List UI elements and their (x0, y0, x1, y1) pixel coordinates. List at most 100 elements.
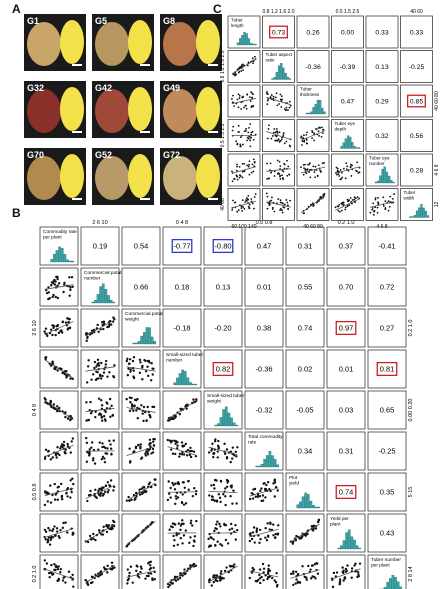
panel-b-cell (203, 308, 243, 348)
panel-c-scatter-point (245, 107, 248, 110)
panel-c-scatter-point (237, 93, 240, 96)
panel-c-scatter-point (239, 145, 242, 147)
panel-b-scatter-point (357, 573, 360, 576)
panel-b-correlation-value: -0.32 (255, 406, 272, 415)
panel-c-scatter-point (305, 172, 308, 175)
panel-b-scatter-point (265, 483, 268, 487)
panel-b-scatter-point (106, 571, 109, 574)
panel-c-scatter-point (249, 139, 252, 142)
panel-b-scatter-point (106, 375, 109, 378)
panel-b-scatter-point (292, 572, 295, 575)
panel-c-hist-bar (254, 43, 257, 46)
panel-b-scatter-point (102, 486, 105, 489)
panel-b-scatter-point (146, 359, 150, 363)
panel-c-scatter-point (285, 106, 288, 109)
panel-b-scatter-point (45, 288, 48, 292)
panel-b-scatter-point (106, 402, 109, 405)
panel-c-hist-bar (280, 63, 283, 80)
panel-b-scatter-point (207, 451, 211, 454)
panel-b-scatter-point (133, 398, 137, 402)
tuber-photo-g8: G8 (160, 14, 222, 71)
panel-b-scatter-point (138, 493, 142, 496)
panel-b-scatter-point (57, 565, 60, 568)
panel-b-trend-line (85, 319, 115, 337)
panel-b-scatter-point (98, 529, 101, 532)
panel-b-scatter-point (59, 568, 62, 571)
panel-b-scatter-point (181, 493, 184, 496)
panel-b-hist-bar (306, 494, 310, 509)
panel-b-cell (244, 226, 284, 266)
panel-c-scatter-point (249, 100, 252, 102)
panel-b-scatter-point (264, 489, 267, 492)
panel-b-scatter-point (192, 544, 195, 548)
panel-b-scatter-point (250, 571, 254, 574)
panel-b-hist-bar (342, 540, 346, 550)
genotype-label: G5 (95, 16, 108, 26)
panel-c-scatter-point (311, 131, 314, 134)
panel-c-scatter-point (246, 93, 249, 96)
panel-b-hist-bar (55, 250, 59, 263)
panel-b-scatter-point (140, 567, 143, 570)
panel-c-bottom-tick: 40 60 80 (303, 224, 323, 230)
panel-c-scatter-point (276, 139, 279, 142)
panel-c-scatter-point (244, 201, 246, 203)
panel-c-scatter-point (245, 199, 247, 201)
panel-c-trend-line (300, 130, 326, 141)
panel-c-scatter-point (247, 137, 250, 140)
panel-b-scatter-point (174, 502, 177, 506)
panel-b-scatter-point (230, 527, 234, 530)
panel-c-scatter-point (279, 139, 282, 142)
panel-b-hist-bar (340, 545, 343, 550)
panel-b-correlation-value: 0.72 (380, 283, 395, 292)
panel-b-cell (326, 308, 366, 348)
panel-b-correlation-value: 0.82 (216, 365, 231, 374)
panel-b-scatter-point (216, 579, 219, 583)
panel-c-scatter-point (372, 202, 375, 205)
panel-c-scatter-point (248, 160, 251, 163)
panel-b-correlation-value: 0.70 (339, 283, 354, 292)
panel-c-scatter-point (241, 199, 244, 202)
panel-b-correlation-value: -0.80 (214, 242, 231, 251)
panel-c-hist-bar (239, 38, 242, 46)
panel-b-hist-bar (391, 575, 395, 589)
panel-b-scatter-point (126, 582, 129, 585)
panel-b-scatter-point (149, 379, 153, 382)
panel-b-trend-line (44, 444, 74, 458)
panel-b-scatter-point (168, 528, 171, 531)
panel-b-scatter-point (100, 399, 103, 402)
panel-c-scatter-point (231, 170, 233, 173)
panel-c-scatter-point (266, 90, 268, 93)
panel-b-scatter-point (172, 534, 175, 538)
panel-b-cell (285, 267, 325, 307)
panel-b-scatter-point (233, 563, 236, 566)
panel-c-scatter-point (282, 202, 284, 205)
panel-b-scatter-point (109, 527, 113, 531)
panel-c-scatter-point (321, 126, 323, 129)
panel-b-scatter-point (299, 536, 302, 540)
panel-c-scatter-point (341, 203, 343, 206)
panel-b-scatter-point (169, 486, 172, 490)
panel-b-scatter-point (315, 562, 318, 565)
panel-b-trait-label: Small-sized tuber (207, 393, 244, 399)
panel-b-scatter-point (86, 335, 89, 338)
panel-c-bottom-tick: 60 100 140 (231, 224, 256, 230)
panel-b-scatter-point (195, 398, 198, 401)
panel-c-scatter-point (350, 163, 352, 166)
panel-b-scatter-point (176, 441, 179, 444)
panel-b-scatter-point (61, 320, 65, 323)
panel-c-scatter-point (274, 139, 277, 142)
panel-b-scatter-point (86, 583, 90, 587)
panel-c-scatter-point (240, 205, 243, 208)
panel-c-scatter-point (349, 197, 352, 199)
panel-b-scatter-point (136, 574, 140, 578)
panel-b-scatter-point (189, 521, 193, 525)
panel-b-scatter-point (182, 453, 186, 456)
panel-b-correlation-value: -0.41 (378, 242, 395, 251)
scale-bar (140, 198, 150, 200)
panel-c-scatter-point (231, 208, 234, 211)
panel-b-scatter-point (168, 583, 172, 587)
panel-b-scatter-point (149, 445, 152, 448)
tuber-photo-g72: G72 (160, 148, 222, 205)
panel-b-scatter-point (268, 487, 271, 491)
panel-c-scatter-point (253, 196, 256, 198)
